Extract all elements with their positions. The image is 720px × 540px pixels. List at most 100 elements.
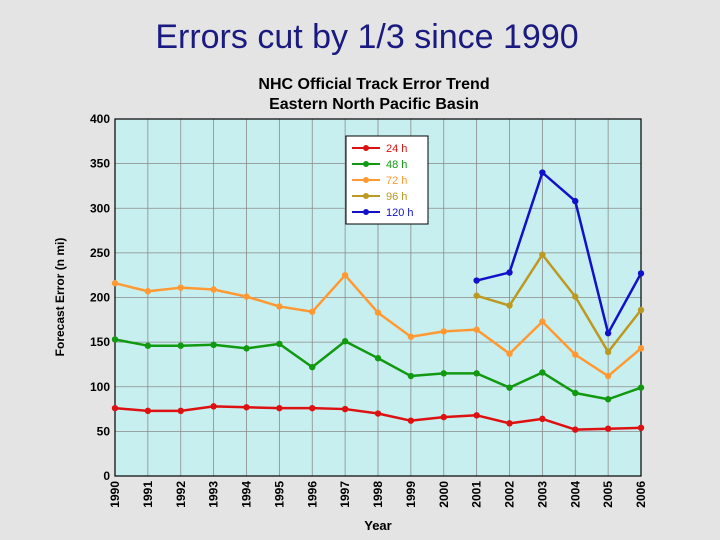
data-point bbox=[341, 405, 349, 413]
data-point bbox=[604, 396, 612, 403]
x-tick-label: 1992 bbox=[174, 481, 188, 508]
x-tick-label: 1998 bbox=[371, 481, 385, 508]
plot-border bbox=[114, 118, 642, 477]
data-point bbox=[604, 372, 612, 380]
data-point bbox=[637, 306, 645, 314]
data-point bbox=[572, 197, 579, 205]
y-tick-label: 150 bbox=[90, 335, 110, 349]
data-point bbox=[506, 384, 513, 391]
y-tick-label: 50 bbox=[97, 424, 111, 438]
y-tick-label: 250 bbox=[90, 246, 110, 260]
data-point bbox=[539, 169, 546, 176]
data-point bbox=[637, 270, 645, 277]
data-point bbox=[539, 318, 546, 325]
data-point bbox=[473, 412, 480, 419]
data-point bbox=[539, 369, 546, 376]
x-tick-label: 1990 bbox=[108, 481, 122, 508]
data-point bbox=[604, 425, 612, 432]
series-layer bbox=[111, 169, 645, 433]
data-point bbox=[572, 426, 579, 433]
data-point bbox=[111, 280, 119, 287]
data-point bbox=[506, 269, 513, 276]
y-axis-ticks: 0 50 100 150 200 250 300 350 400 bbox=[90, 112, 110, 483]
data-point bbox=[111, 336, 119, 343]
data-point bbox=[210, 403, 217, 410]
legend: 24 h 48 h 72 h 96 h 120 h bbox=[345, 135, 429, 225]
data-point bbox=[177, 407, 184, 415]
data-point bbox=[243, 345, 250, 352]
series-24-h bbox=[111, 403, 645, 433]
data-point bbox=[341, 338, 349, 345]
data-point bbox=[276, 340, 283, 348]
y-tick-label: 300 bbox=[90, 201, 110, 215]
series-72-h bbox=[111, 271, 645, 380]
legend-label: 96 h bbox=[386, 191, 407, 203]
data-point bbox=[276, 404, 283, 412]
series-96-h bbox=[473, 251, 645, 356]
data-point bbox=[604, 348, 612, 356]
chart-subtitle: Eastern North Pacific Basin bbox=[269, 96, 479, 113]
legend-swatch-marker bbox=[363, 177, 369, 183]
data-point bbox=[309, 308, 316, 315]
y-axis-label: Forecast Error (n mi) bbox=[53, 238, 67, 357]
data-point bbox=[637, 424, 645, 432]
data-point bbox=[440, 328, 447, 335]
data-point bbox=[177, 284, 184, 291]
x-tick-label: 1993 bbox=[207, 481, 221, 508]
series-120-h bbox=[473, 169, 645, 337]
x-axis-ticks: 1990 1991 1992 1993 1994 1995 1996 1997 1998 1999… bbox=[108, 481, 648, 508]
data-point bbox=[243, 293, 250, 300]
data-point bbox=[341, 271, 349, 279]
data-point bbox=[374, 309, 382, 316]
data-point bbox=[407, 372, 415, 380]
x-tick-label: 2006 bbox=[634, 481, 648, 508]
y-tick-label: 400 bbox=[90, 112, 110, 126]
data-point bbox=[473, 326, 480, 333]
data-point bbox=[440, 413, 447, 421]
data-point bbox=[374, 354, 382, 362]
data-point bbox=[144, 288, 152, 295]
x-tick-label: 1995 bbox=[272, 481, 286, 508]
y-tick-label: 350 bbox=[90, 157, 110, 171]
data-point bbox=[407, 417, 415, 424]
x-tick-label: 2000 bbox=[437, 481, 451, 508]
data-point bbox=[276, 303, 283, 310]
data-point bbox=[473, 277, 480, 284]
data-point bbox=[572, 293, 579, 300]
x-tick-label: 1991 bbox=[141, 481, 155, 508]
data-point bbox=[111, 404, 119, 412]
data-point bbox=[309, 404, 316, 412]
legend-label: 48 h bbox=[386, 159, 407, 171]
legend-label: 120 h bbox=[386, 207, 414, 219]
legend-label: 24 h bbox=[386, 143, 407, 155]
chart-title: NHC Official Track Error Trend bbox=[258, 76, 489, 93]
data-point bbox=[637, 345, 645, 352]
x-axis-label: Year bbox=[364, 518, 391, 533]
data-point bbox=[637, 384, 645, 391]
data-point bbox=[177, 342, 184, 349]
x-tick-label: 2001 bbox=[470, 481, 484, 508]
data-point bbox=[374, 410, 382, 417]
x-tick-label: 2005 bbox=[601, 481, 615, 508]
x-tick-label: 1999 bbox=[404, 481, 418, 508]
legend-swatch-marker bbox=[363, 145, 369, 151]
series-48-h bbox=[111, 336, 645, 403]
x-tick-label: 1996 bbox=[305, 481, 319, 508]
data-point bbox=[506, 350, 513, 357]
data-point bbox=[210, 341, 217, 349]
legend-swatch-marker bbox=[363, 161, 369, 167]
x-tick-label: 1997 bbox=[338, 481, 352, 508]
x-tick-label: 2002 bbox=[503, 481, 517, 508]
data-point bbox=[539, 251, 546, 258]
y-tick-label: 0 bbox=[103, 469, 110, 483]
legend-label: 72 h bbox=[386, 175, 407, 187]
data-point bbox=[539, 415, 546, 423]
series-line bbox=[476, 171, 643, 335]
y-tick-label: 100 bbox=[90, 380, 110, 394]
data-point bbox=[243, 404, 250, 411]
data-point bbox=[473, 292, 480, 299]
series-line bbox=[476, 253, 642, 354]
data-point bbox=[309, 363, 316, 371]
data-point bbox=[210, 286, 217, 293]
